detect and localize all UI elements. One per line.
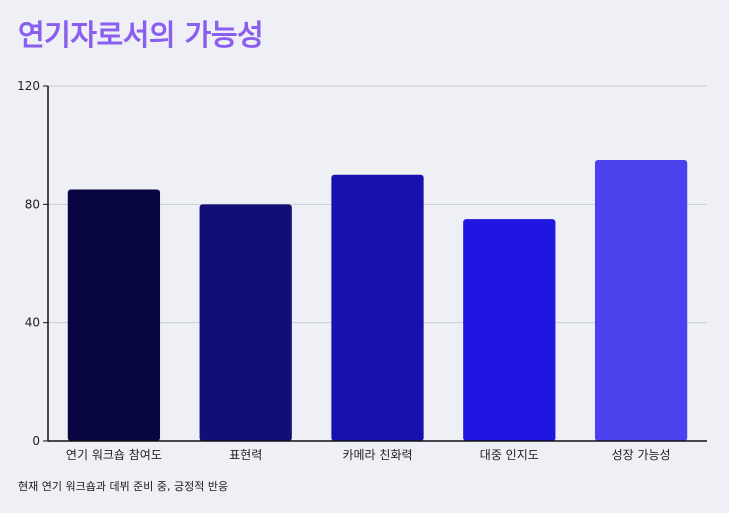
x-tick-label: 표현력 [229,448,262,462]
y-tick-label: 40 [25,316,40,330]
y-tick-label: 80 [25,197,40,211]
footnote: 현재 연기 워크숍과 데뷔 준비 중, 긍정적 반응 [18,480,229,493]
bar-3 [463,219,556,441]
x-tick-label: 연기 워크숍 참여도 [66,448,162,462]
bars [67,159,688,442]
y-tick-label: 0 [32,434,40,448]
bar-4 [594,159,688,442]
x-tick-labels: 연기 워크숍 참여도 표현력 카메라 친화력 대중 인지도 성장 가능성 [66,448,671,462]
y-tick-label: 120 [17,79,40,93]
bar-1 [199,204,292,441]
chart-title: 연기자로서의 가능성 [18,18,264,52]
x-tick-label: 대중 인지도 [480,448,539,462]
axes [47,86,707,442]
x-tick-label: 카메라 친화력 [342,448,412,462]
bar-0 [67,189,161,441]
x-tick-label: 성장 가능성 [612,448,671,462]
y-tick-labels: 0 40 80 120 [17,79,48,448]
bar-2 [331,174,424,441]
